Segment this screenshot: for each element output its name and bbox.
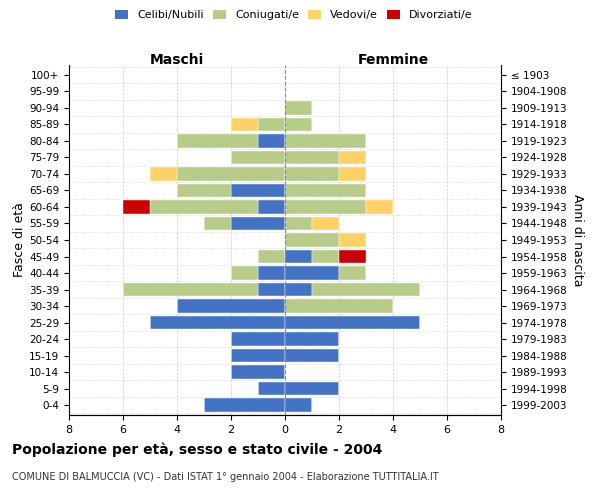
Bar [285,168,339,180]
Bar [339,234,366,246]
Text: Femmine: Femmine [358,52,428,66]
Bar [231,151,285,164]
Bar [285,102,312,114]
Bar [285,134,366,147]
Bar [285,200,366,213]
Bar [123,283,258,296]
Bar [339,266,366,280]
Bar [231,366,285,378]
Bar [231,349,285,362]
Bar [285,118,312,131]
Bar [285,349,339,362]
Bar [123,200,150,213]
Bar [285,234,339,246]
Bar [339,151,366,164]
Bar [285,250,312,263]
Bar [285,316,420,329]
Bar [258,266,285,280]
Bar [366,200,393,213]
Bar [285,332,339,345]
Bar [339,250,366,263]
Bar [177,184,231,197]
Bar [177,300,285,312]
Bar [204,398,285,411]
Text: COMUNE DI BALMUCCIA (VC) - Dati ISTAT 1° gennaio 2004 - Elaborazione TUTTITALIA.: COMUNE DI BALMUCCIA (VC) - Dati ISTAT 1°… [12,472,439,482]
Bar [231,118,258,131]
Bar [285,151,339,164]
Bar [258,283,285,296]
Bar [285,382,339,395]
Bar [231,184,285,197]
Bar [258,118,285,131]
Bar [312,250,339,263]
Bar [285,184,366,197]
Bar [285,300,393,312]
Legend: Celibi/Nubili, Coniugati/e, Vedovi/e, Divorziati/e: Celibi/Nubili, Coniugati/e, Vedovi/e, Di… [111,6,477,25]
Bar [150,316,285,329]
Bar [285,266,339,280]
Bar [312,217,339,230]
Bar [285,398,312,411]
Text: Maschi: Maschi [150,52,204,66]
Bar [258,134,285,147]
Bar [258,382,285,395]
Bar [258,250,285,263]
Bar [231,332,285,345]
Bar [258,200,285,213]
Bar [285,217,312,230]
Y-axis label: Fasce di età: Fasce di età [13,202,26,278]
Bar [150,168,177,180]
Bar [177,134,258,147]
Bar [204,217,231,230]
Bar [231,266,258,280]
Bar [177,168,285,180]
Text: Popolazione per età, sesso e stato civile - 2004: Popolazione per età, sesso e stato civil… [12,442,382,457]
Bar [231,217,285,230]
Bar [339,168,366,180]
Bar [150,200,258,213]
Bar [312,283,420,296]
Bar [285,283,312,296]
Y-axis label: Anni di nascita: Anni di nascita [571,194,584,286]
